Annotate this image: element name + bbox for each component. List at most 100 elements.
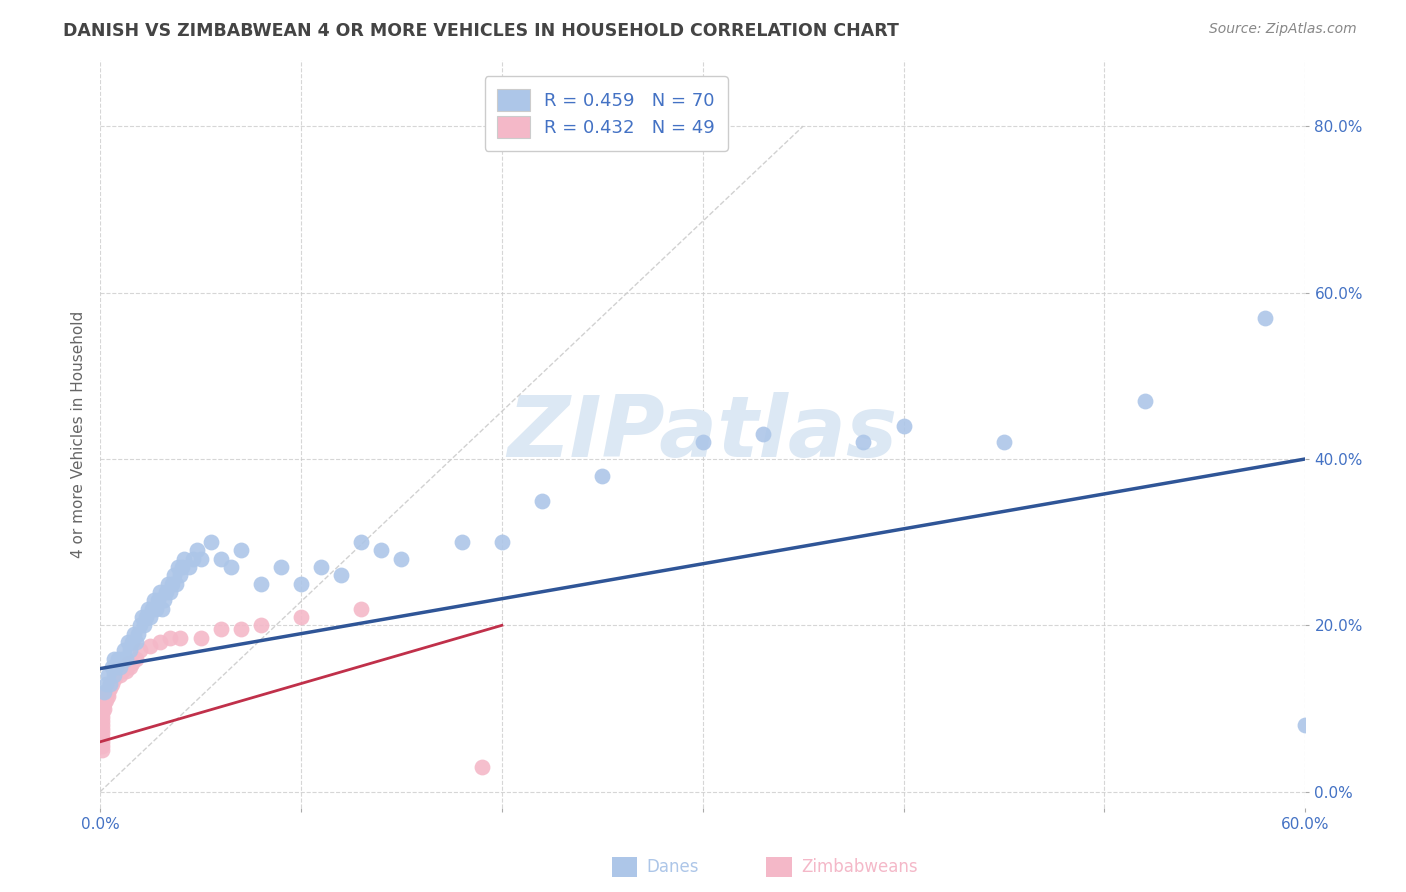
- Point: [531, 493, 554, 508]
- Point: [131, 610, 153, 624]
- Point: [200, 535, 222, 549]
- Point: [163, 568, 186, 582]
- Point: [138, 601, 160, 615]
- Point: [1294, 718, 1316, 732]
- Point: [93, 685, 115, 699]
- Point: [141, 601, 163, 615]
- Point: [1133, 393, 1156, 408]
- Point: [290, 576, 312, 591]
- Point: [124, 626, 146, 640]
- Point: [391, 551, 413, 566]
- Point: [134, 618, 156, 632]
- Point: [121, 656, 143, 670]
- Point: [101, 660, 124, 674]
- Point: [166, 576, 188, 591]
- Point: [112, 660, 135, 674]
- Point: [135, 610, 157, 624]
- Point: [153, 593, 176, 607]
- Point: [290, 610, 312, 624]
- Point: [96, 689, 118, 703]
- Point: [96, 693, 118, 707]
- Point: [250, 576, 273, 591]
- Text: Source: ZipAtlas.com: Source: ZipAtlas.com: [1209, 22, 1357, 37]
- Point: [125, 651, 148, 665]
- Point: [117, 635, 139, 649]
- Point: [157, 576, 180, 591]
- Point: [125, 635, 148, 649]
- Point: [270, 560, 292, 574]
- Point: [110, 660, 132, 674]
- Point: [993, 435, 1015, 450]
- Point: [186, 543, 208, 558]
- Point: [115, 651, 138, 665]
- Text: DANISH VS ZIMBABWEAN 4 OR MORE VEHICLES IN HOUSEHOLD CORRELATION CHART: DANISH VS ZIMBABWEAN 4 OR MORE VEHICLES …: [63, 22, 900, 40]
- Point: [93, 701, 115, 715]
- Point: [103, 651, 125, 665]
- Point: [350, 535, 373, 549]
- Point: [167, 560, 190, 574]
- Point: [209, 551, 232, 566]
- Point: [91, 743, 114, 757]
- Point: [471, 760, 494, 774]
- Point: [152, 601, 174, 615]
- Point: [752, 427, 775, 442]
- Point: [91, 723, 114, 737]
- Point: [97, 685, 120, 699]
- Point: [162, 576, 184, 591]
- Point: [91, 693, 114, 707]
- Point: [103, 673, 125, 687]
- Point: [91, 710, 114, 724]
- Point: [91, 726, 114, 740]
- Point: [169, 631, 191, 645]
- Point: [139, 639, 162, 653]
- Point: [120, 643, 142, 657]
- Point: [111, 664, 134, 678]
- Point: [491, 535, 513, 549]
- Point: [91, 718, 114, 732]
- Point: [149, 585, 172, 599]
- Point: [129, 643, 152, 657]
- Point: [219, 560, 242, 574]
- Point: [111, 651, 134, 665]
- Legend: R = 0.459   N = 70, R = 0.432   N = 49: R = 0.459 N = 70, R = 0.432 N = 49: [485, 76, 728, 151]
- Y-axis label: 4 or more Vehicles in Household: 4 or more Vehicles in Household: [72, 310, 86, 558]
- Point: [91, 701, 114, 715]
- Text: ZIPatlas: ZIPatlas: [508, 392, 898, 475]
- Point: [370, 543, 392, 558]
- Point: [91, 706, 114, 720]
- Point: [159, 585, 181, 599]
- Point: [145, 601, 167, 615]
- Point: [229, 543, 252, 558]
- Point: [91, 698, 114, 712]
- Point: [177, 560, 200, 574]
- Point: [692, 435, 714, 450]
- Point: [190, 631, 212, 645]
- Point: [110, 668, 132, 682]
- Point: [112, 643, 135, 657]
- Point: [91, 689, 114, 703]
- Point: [591, 468, 613, 483]
- Point: [309, 560, 332, 574]
- Point: [96, 676, 118, 690]
- Point: [181, 551, 204, 566]
- Point: [105, 668, 128, 682]
- Point: [98, 676, 121, 690]
- Point: [893, 418, 915, 433]
- Point: [96, 685, 118, 699]
- Point: [93, 689, 115, 703]
- Point: [98, 681, 121, 695]
- Point: [101, 676, 124, 690]
- Point: [209, 623, 232, 637]
- Point: [169, 568, 191, 582]
- Point: [350, 601, 373, 615]
- Point: [330, 568, 353, 582]
- Point: [250, 618, 273, 632]
- Text: Danes: Danes: [647, 858, 699, 876]
- Point: [115, 664, 138, 678]
- Point: [120, 660, 142, 674]
- Point: [190, 551, 212, 566]
- Point: [91, 735, 114, 749]
- Point: [117, 656, 139, 670]
- Text: Zimbabweans: Zimbabweans: [801, 858, 918, 876]
- Point: [1254, 310, 1277, 325]
